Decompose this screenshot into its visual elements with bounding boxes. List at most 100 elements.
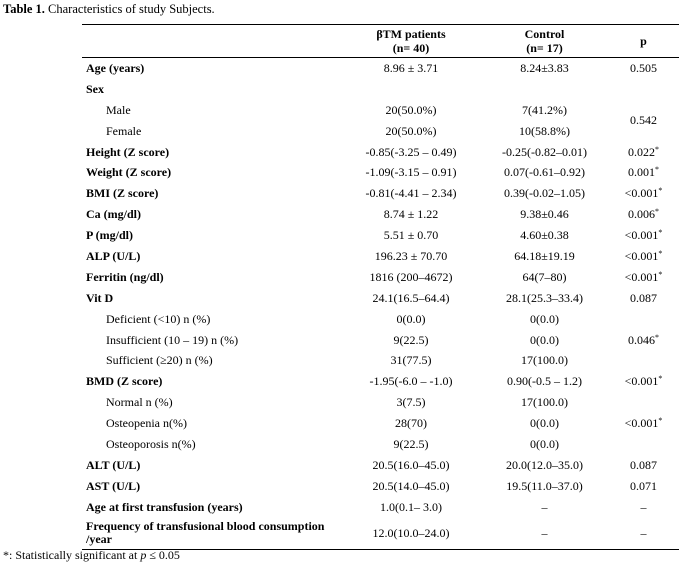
control-value: 0.39(-0.02–1.05) [504, 186, 585, 201]
control-value: 0.07(-0.61–0.92) [504, 165, 585, 180]
table-row-bmd: BMD (Z score) -1.95(-6.0 – -1.0) 0.90(-0… [82, 371, 679, 392]
table-header-row: βTM patients (n= 40) Control (n= 17) p [82, 24, 679, 58]
table-row-deficient: Deficient (<10) n (%) 0(0.0) 0(0.0) [82, 308, 679, 329]
significance-marker: * [658, 269, 663, 279]
patients-value: 20(50.0%) [385, 123, 437, 138]
row-label: ALT (U/L) [86, 457, 141, 472]
table-caption: Table 1. Characteristics of study Subjec… [3, 2, 215, 17]
patients-value: -1.09(-3.15 – 0.91) [365, 165, 457, 180]
table-caption-text: Characteristics of study Subjects. [44, 2, 215, 16]
patients-value: 28(70) [395, 416, 427, 431]
table-row-height: Height (Z score) -0.85(-3.25 – 0.49) -0.… [82, 141, 679, 162]
p-value: <0.001* [624, 269, 663, 284]
patients-value: 31(77.5) [390, 353, 432, 368]
table-row-ferritin: Ferritin (ng/dl) 1816 (200–4672) 64(7–80… [82, 266, 679, 287]
row-label: Female [106, 123, 142, 138]
patients-value: 9(22.5) [393, 436, 429, 451]
table-row-male: Male 20(50.0%) 7(41.2%) 0.542 [82, 99, 679, 127]
control-value: 10(58.8%) [519, 123, 570, 138]
control-value: 20.0(12.0–35.0) [506, 457, 583, 472]
patients-value: 24.1(16.5–64.4) [372, 290, 450, 305]
control-value: 17(100.0) [521, 395, 568, 410]
p-value: <0.001* [624, 374, 663, 389]
table-row-osteoporosis: Osteoporosis n(%) 9(22.5) 0(0.0) [82, 434, 679, 455]
significance-marker: * [655, 332, 659, 342]
patients-value: 5.51 ± 0.70 [383, 228, 439, 243]
control-value: 7(41.2%) [522, 102, 567, 117]
row-label: Frequency of transfusional blood consump… [82, 517, 341, 550]
p-value: <0.001* [624, 248, 663, 263]
patients-value: 3(7.5) [396, 395, 426, 410]
table-row-female: Female 20(50.0%) 10(58.8%) [82, 120, 679, 141]
p-value: 0.505 [630, 61, 657, 76]
table-row-weight: Weight (Z score) -1.09(-3.15 – 0.91) 0.0… [82, 162, 679, 183]
table-row-age: Age (years) 8.96 ± 3.71 8.24±3.83 0.505 [82, 58, 679, 79]
row-label: Insufficient (10 – 19) n (%) [106, 332, 239, 347]
significance-marker: * [658, 248, 663, 258]
patients-value: 0(0.0) [396, 311, 426, 326]
significance-marker: * [658, 186, 663, 196]
significance-marker: * [658, 228, 663, 238]
table-footnote: *: Statistically significant at p ≤ 0.05 [3, 548, 180, 562]
characteristics-table: βTM patients (n= 40) Control (n= 17) p Age… [82, 24, 679, 550]
patients-value: 20.5(16.0–45.0) [372, 457, 450, 472]
header-patients: βTM patients (n= 40) [341, 24, 481, 58]
control-value: -0.25(-0.82–0.01) [502, 144, 587, 159]
p-value: <0.001* [624, 186, 663, 201]
significance-marker: * [655, 207, 659, 217]
p-value: 0.542 [630, 113, 657, 128]
control-value: 64(7–80) [522, 269, 567, 284]
control-value: 0(0.0) [530, 416, 559, 431]
row-label: Male [106, 102, 131, 117]
row-label: BMD (Z score) [86, 374, 163, 389]
row-label: Osteoporosis n(%) [106, 436, 196, 451]
patients-value: 20(50.0%) [385, 102, 437, 117]
p-value: – [608, 517, 679, 550]
row-label: Vit D [86, 290, 114, 305]
table-row-vitd: Vit D 24.1(16.5–64.4) 28.1(25.3–33.4) 0.… [82, 287, 679, 308]
table-caption-label: Table 1. [3, 2, 45, 16]
control-value: 8.24±3.83 [520, 61, 569, 76]
patients-value: 8.96 ± 3.71 [383, 61, 439, 76]
p-value: 0.022* [628, 144, 659, 159]
row-label: Height (Z score) [86, 144, 170, 159]
table-row-bmi: BMI (Z score) -0.81(-4.41 – 2.34) 0.39(-… [82, 183, 679, 204]
table-row-sufficient: Sufficient (≥20) n (%) 31(77.5) 17(100.0… [82, 350, 679, 371]
control-value: 0(0.0) [530, 332, 559, 347]
patients-value: 8.74 ± 1.22 [383, 207, 439, 222]
control-value: – [541, 499, 548, 514]
table-row-sex: Sex [82, 78, 679, 99]
patients-value: 1.0(0.1– 3.0) [380, 499, 442, 514]
control-value: 0(0.0) [530, 311, 559, 326]
table-row-normal: Normal n (%) 3(7.5) 17(100.0) [82, 392, 679, 413]
p-value: <0.001* [624, 228, 663, 243]
p-value: 0.046* [628, 332, 659, 347]
table-row-ast: AST (U/L) 20.5(14.0–45.0) 19.5(11.0–37.0… [82, 475, 679, 496]
patients-value: 9(22.5) [393, 332, 429, 347]
p-value: 0.006* [628, 207, 659, 222]
row-label: Ferritin (ng/dl) [86, 269, 164, 284]
significance-marker: * [658, 416, 663, 426]
control-value: 0.90(-0.5 – 1.2) [507, 374, 582, 389]
p-value: – [640, 499, 647, 514]
patients-value: 20.5(14.0–45.0) [372, 478, 450, 493]
control-value: 64.18±19.19 [514, 248, 575, 263]
row-label: Sex [86, 81, 104, 96]
p-value: 0.071 [630, 478, 657, 493]
p-value: <0.001* [624, 416, 663, 431]
patients-value: -1.95(-6.0 – -1.0) [369, 374, 453, 389]
patients-value: 1816 (200–4672) [369, 269, 453, 284]
control-value: 4.60±0.38 [520, 228, 569, 243]
control-value: – [481, 517, 608, 550]
control-value: 9.38±0.46 [520, 207, 569, 222]
table-row-alt: ALT (U/L) 20.5(16.0–45.0) 20.0(12.0–35.0… [82, 454, 679, 475]
table-row-transfusion-frequency: Frequency of transfusional blood consump… [82, 517, 679, 550]
control-value: 0(0.0) [530, 436, 559, 451]
p-value: 0.087 [630, 290, 657, 305]
row-label: Weight (Z score) [86, 165, 172, 180]
header-variable [82, 24, 341, 58]
table-row-insufficient: Insufficient (10 – 19) n (%) 9(22.5) 0(0… [82, 329, 679, 350]
table-row-age-first-transfusion: Age at first transfusion (years) 1.0(0.1… [82, 496, 679, 517]
p-value: 0.087 [630, 457, 657, 472]
control-value: 17(100.0) [521, 353, 568, 368]
